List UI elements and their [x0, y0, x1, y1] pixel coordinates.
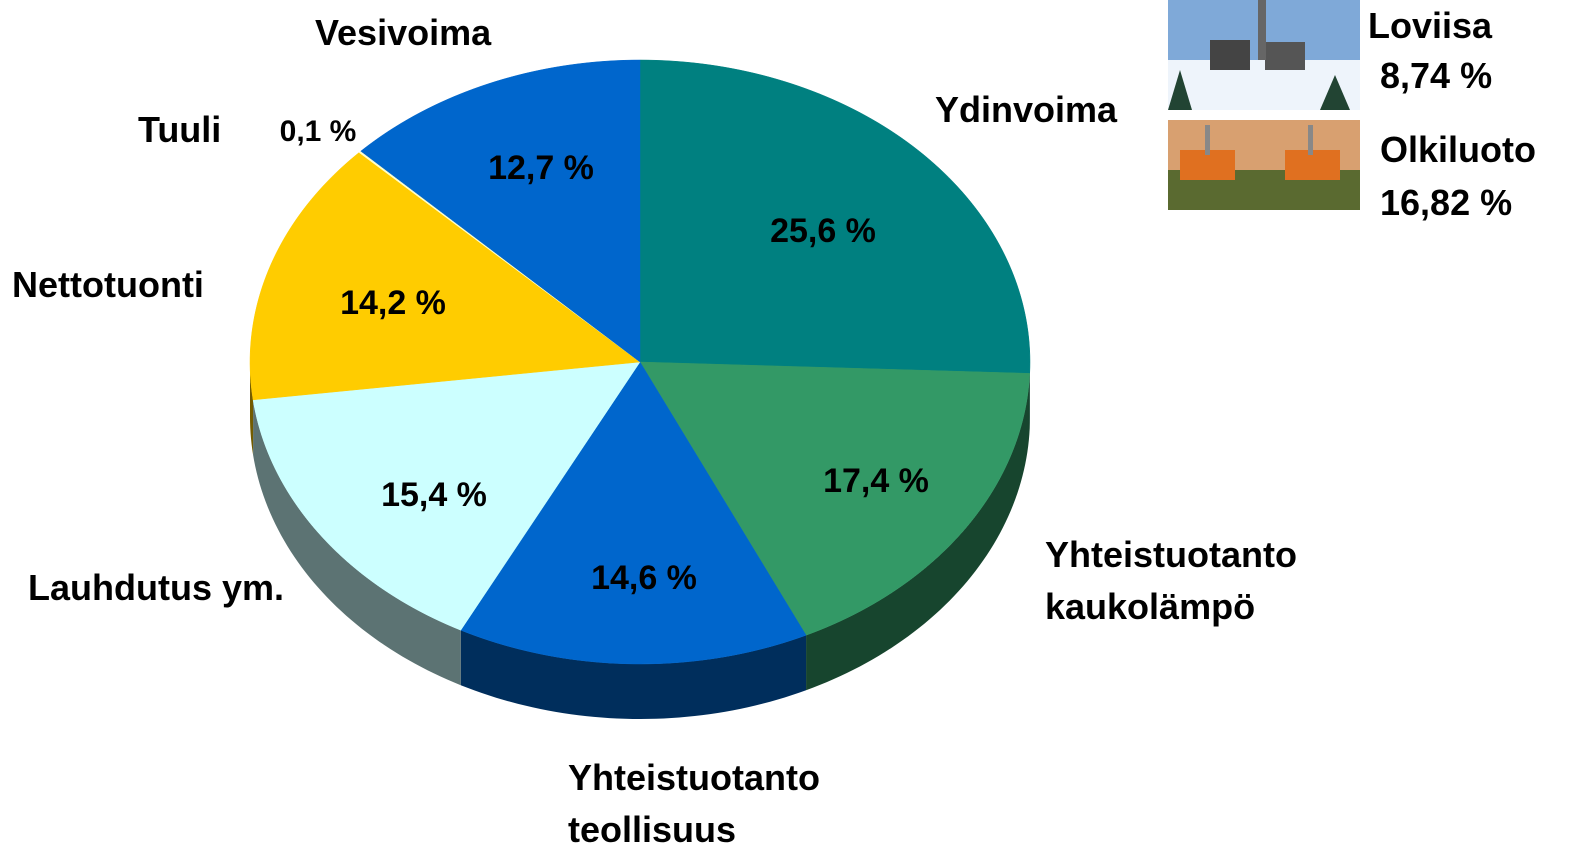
category-label: Vesivoima — [315, 12, 492, 53]
category-label: Lauhdutus ym. — [28, 567, 285, 608]
pie-sides — [250, 362, 1030, 719]
plant-name: Loviisa — [1368, 5, 1493, 46]
category-label: Yhteistuotanto kaukolämpö — [1045, 534, 1297, 627]
category-label: Yhteistuotanto teollisuus — [568, 757, 820, 850]
value-label: 17,4 % — [823, 462, 929, 500]
value-label: 14,2 % — [340, 284, 446, 322]
plant-photo-loviisa — [1168, 0, 1360, 110]
slice-side — [253, 399, 461, 686]
value-label: 15,4 % — [381, 476, 487, 514]
slice-side — [806, 373, 1030, 691]
slice-side — [250, 362, 254, 455]
slice-side — [460, 630, 807, 719]
plant-value: 8,74 % — [1380, 55, 1493, 96]
value-label: 14,6 % — [591, 559, 697, 597]
slice — [249, 152, 641, 401]
category-label: Ydinvoima — [935, 89, 1118, 130]
category-label: Nettotuonti — [12, 264, 204, 305]
value-label: 0,1 % — [280, 115, 357, 148]
slice — [639, 361, 1030, 636]
plant-photo-olkiluoto — [1168, 120, 1360, 210]
plant-value: 16,82 % — [1380, 182, 1513, 223]
slice — [252, 361, 641, 631]
slice — [460, 361, 807, 665]
slice — [639, 59, 1031, 374]
pie-tops — [249, 59, 1031, 665]
slice — [360, 59, 641, 363]
value-label: 25,6 % — [770, 212, 876, 250]
plant-name: Olkiluoto — [1380, 129, 1536, 170]
value-label: 12,7 % — [488, 149, 594, 187]
category-label: Tuuli — [138, 109, 222, 150]
